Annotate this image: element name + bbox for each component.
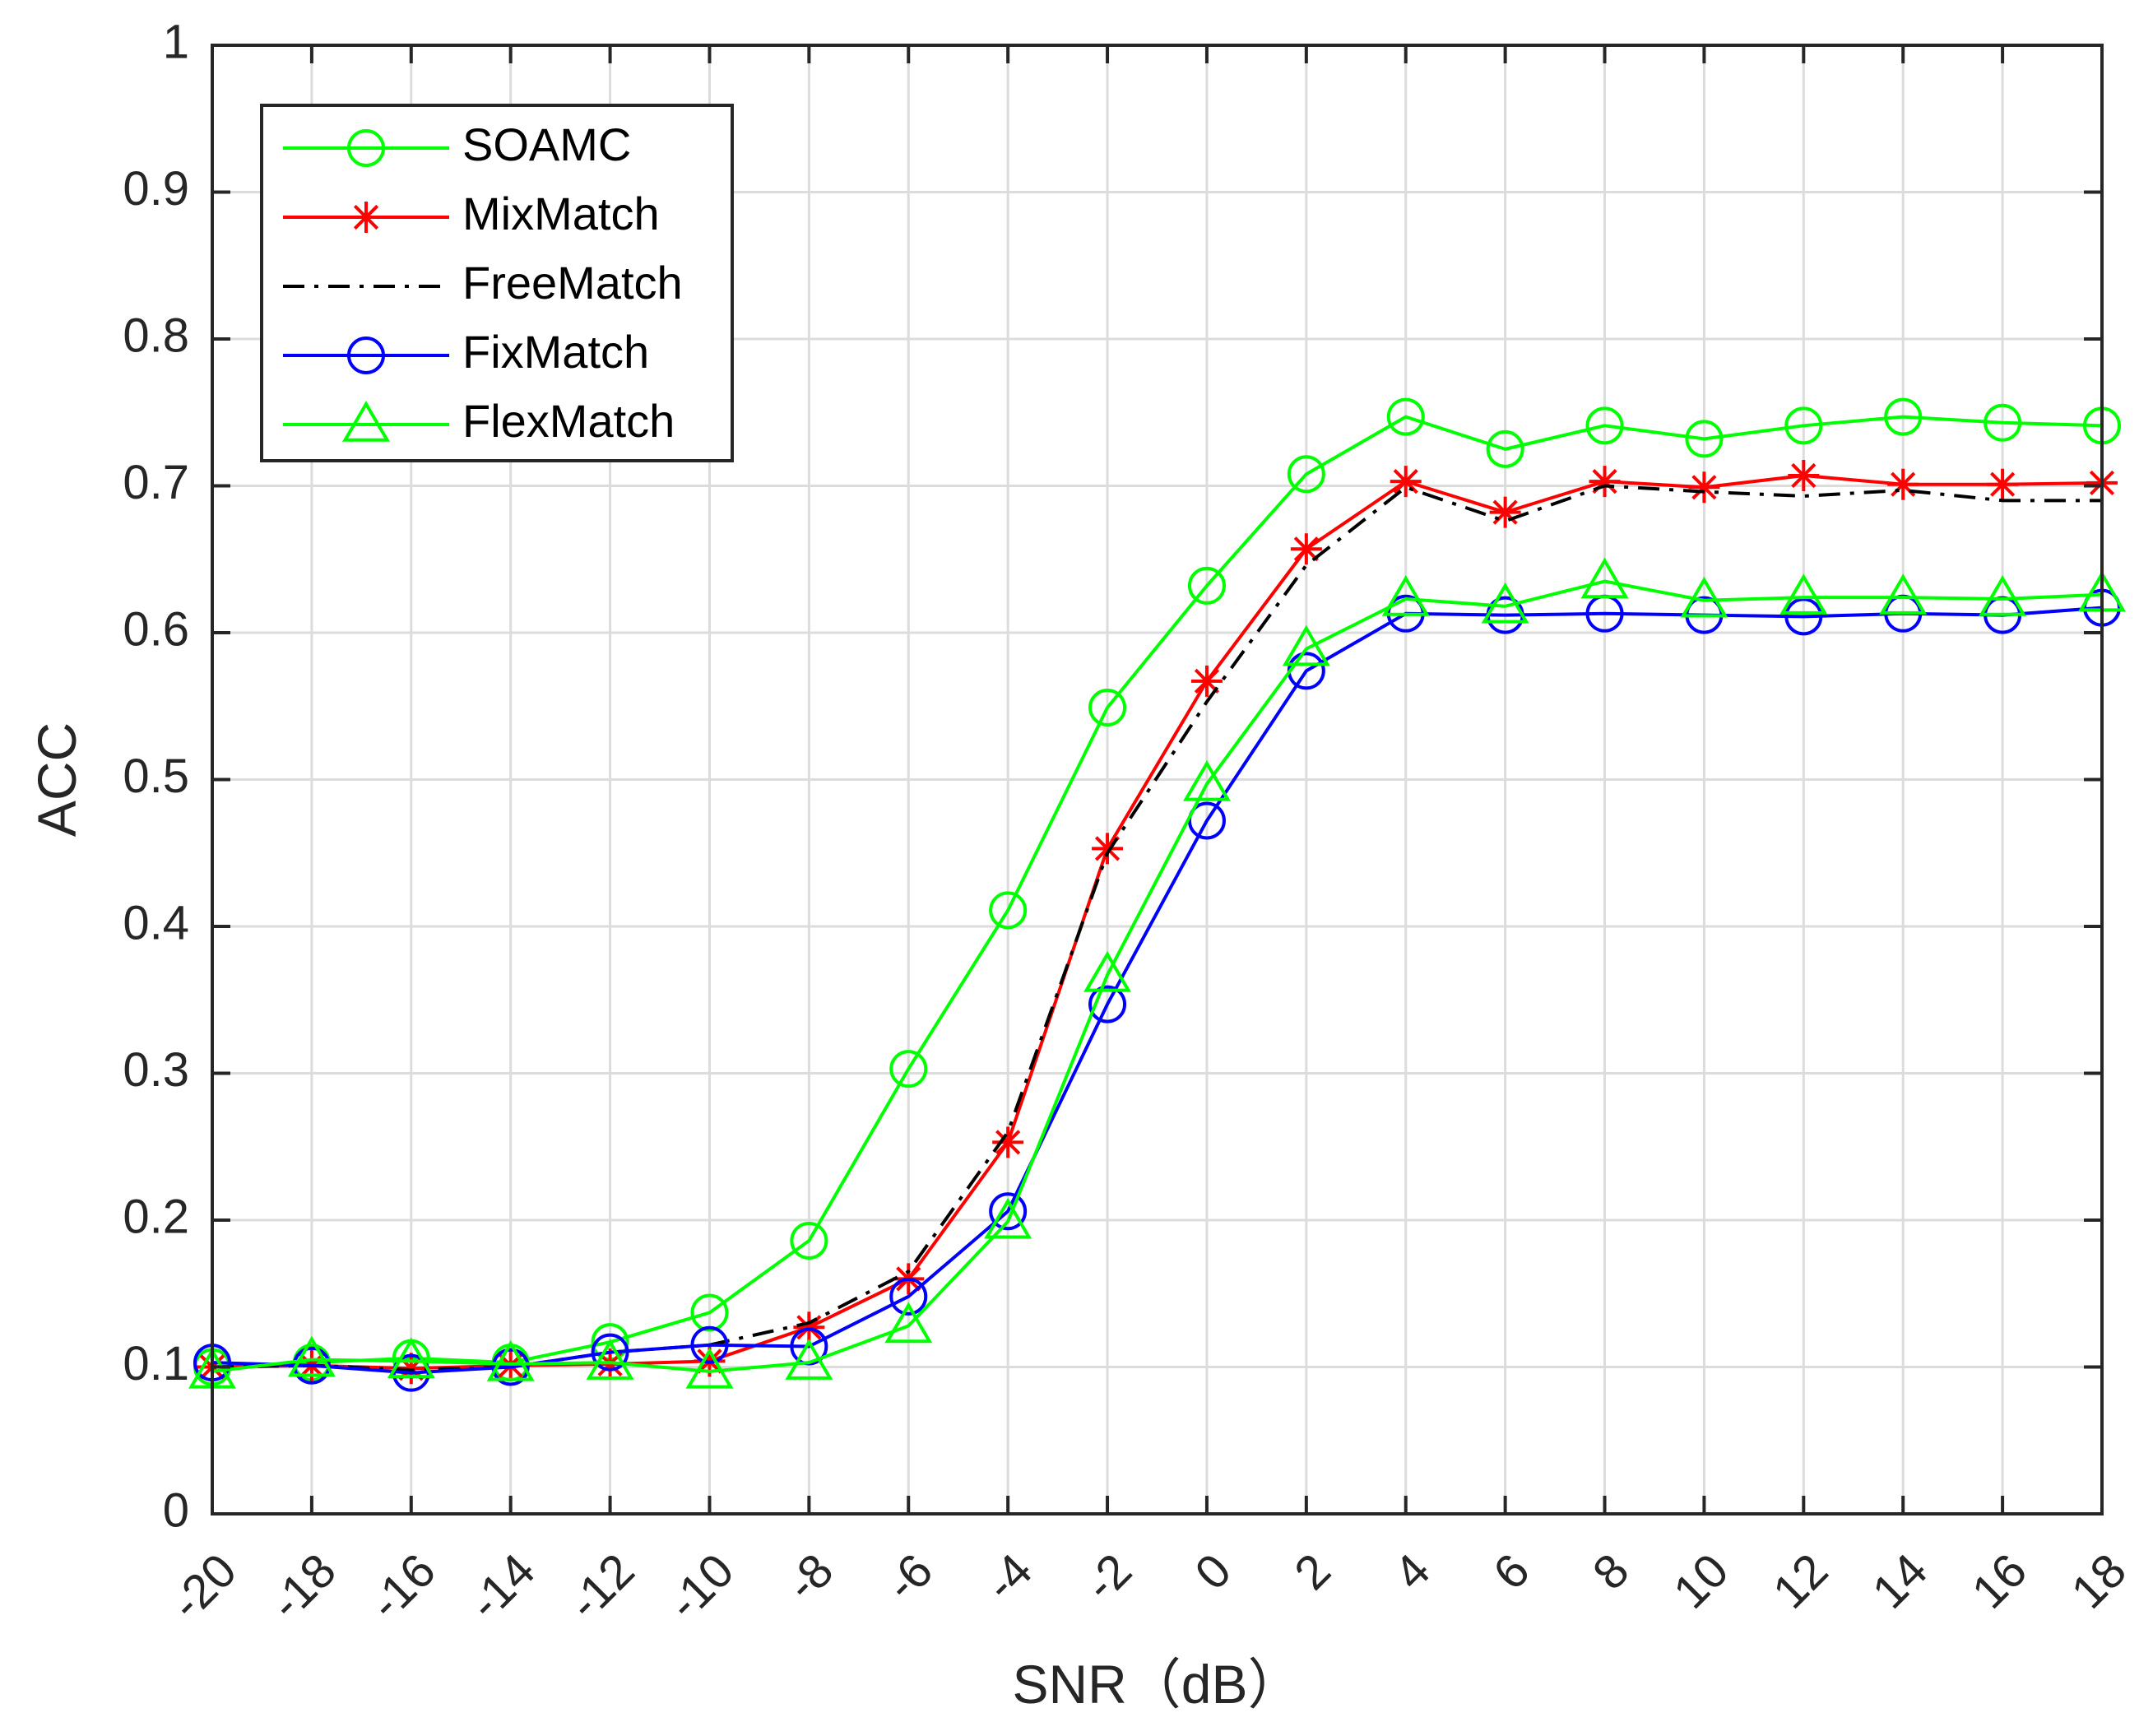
data-point-flexmatch xyxy=(1879,573,1928,615)
data-point-soamc xyxy=(889,1050,928,1088)
axis-ticks xyxy=(211,44,2104,1516)
legend-label-freematch: FreeMatch xyxy=(462,257,683,309)
data-point-soamc xyxy=(1187,566,1226,605)
series-line-freematch xyxy=(211,484,2102,1372)
x-axis-label: SNR（dB） xyxy=(1012,1654,1301,1715)
data-point-fixmatch xyxy=(491,1348,530,1386)
series-flexmatch xyxy=(188,557,2126,1389)
legend-marker-soamc xyxy=(347,129,385,167)
data-point-mixmatch xyxy=(1987,468,2019,500)
data-point-flexmatch xyxy=(785,1339,833,1380)
data-point-flexmatch xyxy=(1182,759,1231,801)
y-tick-label: 0.6 xyxy=(123,602,189,656)
y-axis-tick-labels: 0 0.1 0.2 0.3 0.4 0.5 0.6 0.7 0.8 0.9 1 xyxy=(123,15,189,1537)
y-tick-label: 0.3 xyxy=(123,1043,189,1097)
data-point-soamc xyxy=(1884,397,1923,436)
data-point-flexmatch xyxy=(884,1302,933,1344)
data-point-flexmatch xyxy=(1381,574,1430,616)
y-tick-label: 1 xyxy=(163,15,189,68)
data-point-flexmatch xyxy=(1680,576,1728,618)
data-point-flexmatch xyxy=(287,1335,336,1377)
data-point-fixmatch xyxy=(889,1277,928,1316)
legend-label-mixmatch: MixMatch xyxy=(462,188,660,239)
data-point-mixmatch xyxy=(1489,496,1521,528)
data-point-soamc xyxy=(1486,429,1524,468)
data-point-mixmatch-stroke xyxy=(1990,471,2016,497)
data-point-fixmatch xyxy=(1784,597,1823,636)
legend-marker-fixmatch xyxy=(347,337,385,374)
legend: SOAMC MixMatch FreeMatch FixMatch FlexMatch xyxy=(260,104,734,462)
data-point-soamc xyxy=(1984,403,2022,442)
y-tick-label: 0.5 xyxy=(123,750,189,803)
legend-entry-freematch: FreeMatch xyxy=(283,257,683,309)
data-point-soamc xyxy=(790,1221,828,1260)
data-point-mixmatch xyxy=(1390,466,1422,498)
y-tick-label: 0.8 xyxy=(123,309,189,362)
data-point-mixmatch-stroke xyxy=(995,1130,1021,1155)
y-tick-label: 0 xyxy=(163,1483,189,1537)
data-point-mixmatch xyxy=(1092,833,1124,865)
data-point-flexmatch xyxy=(984,1197,1032,1239)
series-layer xyxy=(188,397,2126,1392)
data-point-soamc xyxy=(1784,406,1823,445)
data-point-mixmatch xyxy=(1589,466,1621,498)
data-point-mixmatch xyxy=(1688,471,1720,504)
series-line-flexmatch xyxy=(211,579,2103,1373)
legend-entry-mixmatch: MixMatch xyxy=(283,188,660,239)
data-point-flexmatch xyxy=(685,1347,734,1389)
data-point-mixmatch-stroke xyxy=(1791,462,1817,489)
y-axis-label: ACC xyxy=(26,722,87,837)
legend-marker-flexmatch xyxy=(342,401,390,442)
y-tick-label: 0.2 xyxy=(123,1190,189,1243)
data-point-mixmatch-stroke xyxy=(1691,475,1717,500)
data-point-flexmatch xyxy=(586,1339,634,1380)
data-point-mixmatch xyxy=(1887,468,1919,500)
data-point-flexmatch xyxy=(1979,574,2027,616)
legend-label-soamc: SOAMC xyxy=(462,118,631,170)
legend-entry-soamc: SOAMC xyxy=(283,118,631,170)
data-point-flexmatch xyxy=(387,1337,435,1379)
data-point-flexmatch xyxy=(1282,624,1330,666)
y-tick-label: 0.4 xyxy=(123,896,189,949)
data-point-soamc xyxy=(1685,420,1724,458)
data-point-soamc xyxy=(690,1293,729,1332)
legend-marker-mixmatch-stroke xyxy=(353,204,379,230)
data-point-mixmatch xyxy=(1788,460,1820,492)
data-point-flexmatch xyxy=(486,1339,535,1381)
y-tick-label: 0.7 xyxy=(123,456,189,509)
data-point-soamc xyxy=(989,891,1028,930)
data-point-mixmatch xyxy=(1290,533,1322,565)
data-point-mixmatch xyxy=(992,1126,1024,1158)
legend-label-fixmatch: FixMatch xyxy=(462,326,649,378)
y-tick-label: 0.1 xyxy=(123,1337,189,1390)
data-point-fixmatch xyxy=(989,1192,1028,1231)
data-point-fixmatch xyxy=(591,1333,629,1372)
data-point-flexmatch xyxy=(1779,573,1828,615)
data-point-flexmatch xyxy=(1580,557,1629,599)
data-point-soamc xyxy=(1386,397,1425,436)
y-tick-label: 0.9 xyxy=(123,162,189,216)
data-point-mixmatch-stroke xyxy=(1194,668,1220,694)
data-point-flexmatch xyxy=(1481,582,1529,624)
data-point-soamc xyxy=(1585,406,1624,445)
data-point-mixmatch-stroke xyxy=(1393,469,1418,494)
data-point-soamc xyxy=(1287,455,1325,494)
legend-entry-flexmatch: FlexMatch xyxy=(283,395,675,447)
data-point-mixmatch xyxy=(793,1311,825,1344)
series-freematch xyxy=(211,484,2102,1372)
legend-entry-fixmatch: FixMatch xyxy=(283,326,649,378)
data-point-soamc xyxy=(1088,689,1127,727)
data-point-mixmatch-stroke xyxy=(1293,536,1319,562)
legend-box xyxy=(260,104,734,462)
data-point-mixmatch xyxy=(1190,665,1223,697)
legend-label-flexmatch: FlexMatch xyxy=(462,395,675,447)
data-point-fixmatch xyxy=(1088,985,1127,1023)
data-point-fixmatch xyxy=(690,1325,729,1364)
legend-marker-mixmatch xyxy=(350,202,382,233)
data-point-flexmatch xyxy=(1083,950,1132,992)
